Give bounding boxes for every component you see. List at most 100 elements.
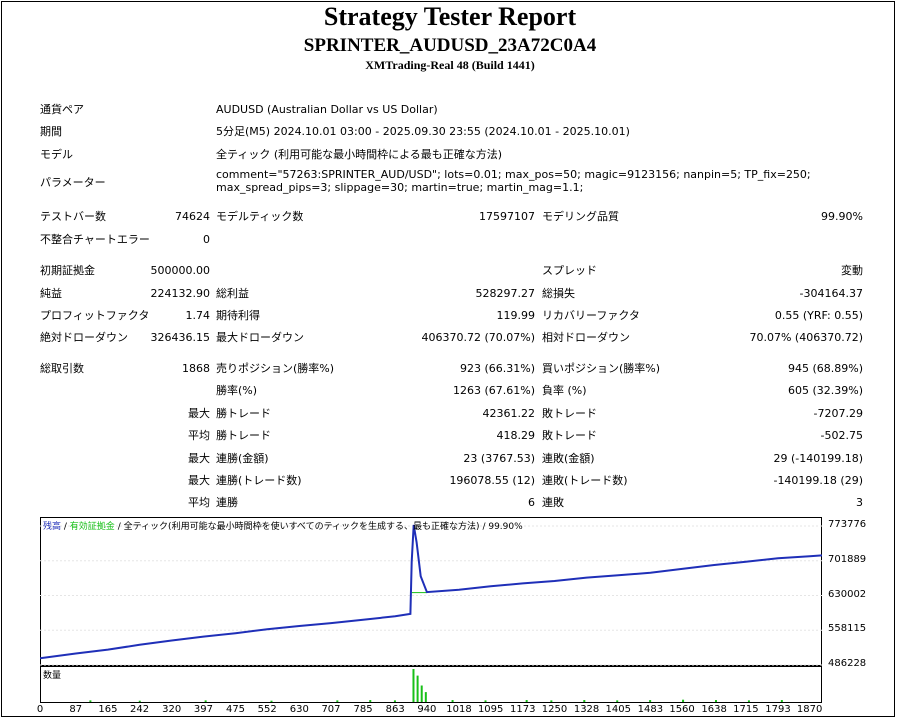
- chart-legend: 残高 / 有効証拠金 / 全ティック(利用可能な最小時間枠を使いすべてのティック…: [43, 522, 523, 532]
- x-tick-label: 1793: [765, 704, 791, 715]
- expected-label: 期待利得: [216, 309, 260, 322]
- max-loss-value: -7207.29: [813, 407, 863, 420]
- x-tick-label: 242: [130, 704, 150, 715]
- x-tick-label: 0: [36, 704, 44, 715]
- max-win-label: 勝トレード: [216, 407, 271, 420]
- volume-plot-frame: [40, 666, 822, 703]
- cons-win-tr-label: 連勝(トレード数): [216, 474, 302, 487]
- quality-label: モデリング品質: [542, 210, 619, 223]
- absdd-label: 絶対ドローダウン: [40, 331, 128, 344]
- avg-cons-win-label: 連勝: [216, 496, 238, 509]
- x-tick-label: 940: [417, 704, 437, 715]
- x-tick-label: 863: [385, 704, 405, 715]
- avg-loss-label: 敗トレード: [542, 429, 597, 442]
- lossrate-label: 負率 (%): [542, 384, 587, 397]
- max-label-2: 最大: [188, 452, 210, 465]
- period-label: 期間: [40, 125, 62, 138]
- volume-bar: [550, 700, 553, 702]
- legend-balance: 残高: [43, 522, 62, 532]
- trades-label: 総取引数: [40, 362, 84, 375]
- bars-value: 74624: [175, 210, 210, 223]
- volume-bar: [484, 700, 487, 702]
- balance-chart: [40, 517, 822, 703]
- x-tick-label: 165: [98, 704, 118, 715]
- y-tick-label: 630002: [828, 588, 867, 600]
- max-label: 最大: [188, 407, 210, 420]
- x-tick-label: 1483: [637, 704, 664, 715]
- volume-bar: [270, 700, 273, 702]
- avg-cons-loss-value: 3: [856, 496, 863, 509]
- period-value: 5分足(M5) 2024.10.01 03:00 - 2025.09.30 23…: [216, 125, 630, 138]
- cons-win-tr-value: 196078.55 (12): [449, 474, 535, 487]
- y-tick-label: 558115: [828, 623, 867, 635]
- avg-loss-value: -502.75: [820, 429, 863, 442]
- legend-quality: 99.90%: [488, 522, 523, 532]
- x-tick-label: 1870: [796, 704, 823, 715]
- expected-value: 119.99: [496, 309, 536, 322]
- x-tick-label: 320: [162, 704, 182, 715]
- volume-bar: [393, 700, 396, 702]
- params-label: パラメーター: [40, 176, 106, 189]
- x-tick-label: 1250: [541, 704, 568, 715]
- deposit-value: 500000.00: [150, 264, 211, 277]
- pf-value: 1.74: [185, 309, 211, 322]
- short-label: 売りポジション(勝率%): [216, 362, 335, 375]
- cons-loss-amt-value: 29 (-140199.18): [773, 452, 863, 465]
- recovery-label: リカバリーファクタ: [542, 309, 640, 322]
- avg-label: 平均: [188, 429, 210, 442]
- cons-loss-tr-label: 連敗(トレード数): [542, 474, 628, 487]
- grossloss-label: 総損失: [542, 287, 575, 300]
- volume-bar: [204, 700, 207, 702]
- x-tick-label: 475: [225, 704, 246, 715]
- y-tick-label: 486228: [828, 658, 867, 669]
- x-tick-label: 785: [353, 704, 373, 715]
- x-tick-label: 87: [69, 704, 83, 715]
- avg-cons-loss-label: 連敗: [542, 496, 564, 509]
- model-value: 全ティック (利用可能な最小時間枠による最も正確な方法): [216, 148, 503, 161]
- volume-bar: [369, 700, 372, 702]
- volume-bars: [89, 669, 783, 702]
- winrate-label: 勝率(%): [216, 384, 258, 397]
- x-tick-label: 1405: [605, 704, 631, 715]
- grossprofit-value: 528297.27: [475, 287, 536, 300]
- x-tick-label: 1560: [669, 704, 695, 715]
- x-tick-label: 1095: [477, 704, 504, 715]
- max-loss-label: 敗トレード: [542, 407, 597, 420]
- expert-name: SPRINTER_AUDUSD_23A72C0A4: [303, 35, 597, 56]
- spread-label: スプレッド: [542, 264, 597, 277]
- long-label: 買いポジション(勝率%): [542, 362, 661, 375]
- volume-bar: [424, 692, 427, 702]
- x-tick-label: 1018: [446, 704, 472, 715]
- long-value: 945 (68.89%): [787, 362, 863, 375]
- grossloss-value: -304164.37: [799, 287, 863, 300]
- x-tick-label: 552: [257, 704, 277, 715]
- symbol-value: AUDUSD (Australian Dollar vs US Dollar): [216, 103, 438, 116]
- deposit-label: 初期証拠金: [40, 264, 95, 277]
- max-label-3: 最大: [188, 474, 210, 487]
- cons-win-amt-value: 23 (3767.53): [463, 452, 535, 465]
- reldd-label: 相対ドローダウン: [542, 331, 630, 344]
- mismatch-value: 0: [203, 233, 210, 246]
- cons-loss-amt-label: 連敗(金額): [542, 452, 595, 465]
- report-title: Strategy Tester Report: [323, 2, 577, 31]
- x-tick-label: 707: [321, 704, 341, 715]
- max-win-value: 42361.22: [482, 407, 536, 420]
- trades-value: 1868: [182, 362, 210, 375]
- x-tick-label: 1638: [701, 704, 727, 715]
- quality-value: 99.90%: [821, 210, 863, 223]
- ticks-value: 17597107: [479, 210, 535, 223]
- avg-win-value: 418.29: [496, 429, 536, 442]
- volume-bar: [420, 685, 423, 702]
- lossrate-value: 605 (32.39%): [787, 384, 863, 397]
- cons-win-amt-label: 連勝(金額): [216, 452, 269, 465]
- pf-label: プロフィットファクタ: [40, 309, 150, 322]
- bars-label: テストバー数: [40, 210, 106, 223]
- volume-bar: [747, 700, 750, 702]
- x-tick-label: 1173: [510, 704, 536, 715]
- legend-equity: 有効証拠金: [69, 522, 115, 532]
- maxdd-label: 最大ドローダウン: [216, 331, 304, 344]
- avg-label-2: 平均: [188, 496, 210, 509]
- recovery-value: 0.55 (YRF: 0.55): [774, 309, 863, 322]
- short-value: 923 (66.31%): [459, 362, 535, 375]
